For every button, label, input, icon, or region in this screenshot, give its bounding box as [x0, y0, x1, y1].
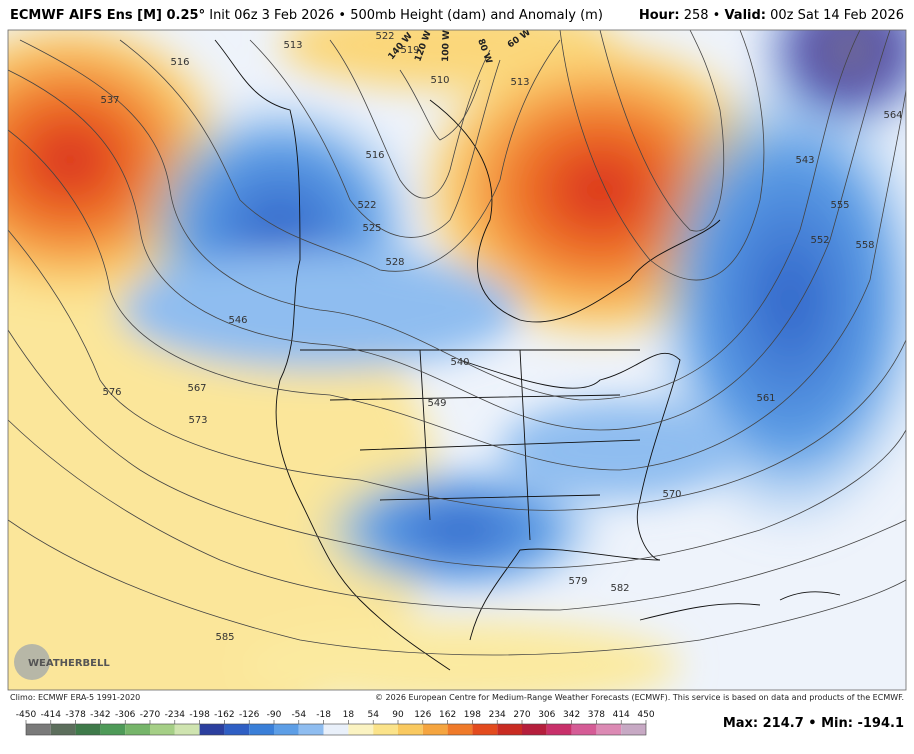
- colorbar-label: -378: [65, 710, 86, 720]
- contours: [8, 30, 906, 656]
- contour-label: 576: [102, 387, 121, 398]
- contour-label: 546: [228, 315, 247, 326]
- colorbar-label: -270: [140, 710, 161, 720]
- colorbar-label: -306: [115, 710, 136, 720]
- colorbar-label: 54: [367, 710, 379, 720]
- colorbar-label: 234: [489, 710, 506, 720]
- contour-label: 528: [385, 257, 404, 268]
- contour-label: 567: [187, 383, 206, 394]
- colorbar-bin: [522, 724, 547, 735]
- contour-label: 510: [430, 75, 449, 86]
- colorbar-label: 162: [439, 710, 456, 720]
- contour-label: 537: [100, 95, 119, 106]
- contour-label: 552: [810, 235, 829, 246]
- colorbar-label: -234: [165, 710, 186, 720]
- colorbar-bin: [174, 724, 200, 735]
- colorbar-bin: [323, 724, 349, 735]
- colorbar-label: -414: [41, 710, 62, 720]
- colorbar-label: 378: [588, 710, 605, 720]
- contour-label: 561: [756, 393, 775, 404]
- contour-label: 570: [662, 489, 681, 500]
- contour-label: 513: [283, 40, 302, 51]
- colorbar-bin: [422, 724, 448, 735]
- logo-text: WEATHERBELL: [28, 658, 110, 669]
- colorbar-bin: [50, 724, 76, 735]
- colorbar-label: 306: [538, 710, 555, 720]
- colorbar-bin: [75, 724, 101, 735]
- colorbar-bin: [150, 724, 175, 735]
- colorbar-label: 270: [513, 710, 530, 720]
- colorbar-label: -342: [90, 710, 110, 720]
- colorbar-label: -90: [267, 710, 282, 720]
- colorbar-label: -198: [189, 710, 210, 720]
- contour-label: 525: [362, 223, 381, 234]
- header-valid: Hour: 258 • Valid: 00z Sat 14 Feb 2026: [639, 8, 904, 23]
- header-title: ECMWF AIFS Ens [M] 0.25° Init 06z 3 Feb …: [10, 8, 603, 23]
- contour-label: 558: [855, 240, 874, 251]
- contour-label: 585: [215, 632, 234, 643]
- colorbar-label: 414: [613, 710, 630, 720]
- colorbar-label: 450: [637, 710, 654, 720]
- contour-label: 513: [510, 77, 529, 88]
- contour-label: 564: [883, 110, 902, 121]
- contour-label: 549: [427, 398, 446, 409]
- colorbar-label: 198: [464, 710, 481, 720]
- colorbar-bin: [621, 724, 646, 735]
- colorbar-bin: [224, 724, 250, 735]
- logo: WEATHERBELL: [14, 644, 110, 680]
- contour-label: 573: [188, 415, 207, 426]
- colorbar-label: 342: [563, 710, 580, 720]
- colorbar-bin: [348, 724, 374, 735]
- contour-label: 555: [830, 200, 849, 211]
- colorbar-bin: [373, 724, 398, 735]
- colorbar-label: -126: [239, 710, 260, 720]
- contour-label: 543: [795, 155, 814, 166]
- contour-label: 519: [400, 45, 419, 56]
- contour-label: 516: [170, 57, 189, 68]
- colorbar-bin: [497, 724, 522, 735]
- colorbar: -450 -414 -378 -342 -306 -270 -234 -198 -162 -126…: [16, 710, 655, 736]
- colorbar-bin: [26, 724, 51, 735]
- colorbar-label: -54: [291, 710, 306, 720]
- contour-label: 540: [450, 357, 469, 368]
- colorbar-label: -450: [16, 710, 37, 720]
- colorbar-label: -162: [214, 710, 234, 720]
- colorbar-bin: [546, 724, 572, 735]
- colorbar-label: 126: [414, 710, 431, 720]
- colorbar-bin: [249, 724, 274, 735]
- meridian-label: 100 W: [441, 30, 452, 62]
- colorbar-bin: [298, 724, 324, 735]
- colorbar-bin: [125, 724, 150, 735]
- colorbar-bin: [596, 724, 622, 735]
- colorbar-frame: [25, 723, 647, 736]
- colorbar-bin: [274, 724, 299, 735]
- colorbar-label: -18: [316, 710, 331, 720]
- contour-label: 522: [375, 31, 394, 42]
- contour-label: 579: [568, 576, 587, 587]
- colorbar-bin: [100, 724, 126, 735]
- colorbar-bin: [447, 724, 473, 735]
- colorbar-bin: [472, 724, 498, 735]
- header: ECMWF AIFS Ens [M] 0.25° Init 06z 3 Feb …: [10, 8, 904, 23]
- colorbar-bin: [398, 724, 423, 735]
- colorbar-label: 18: [343, 710, 355, 720]
- colorbar-bin: [199, 724, 225, 735]
- contour-label: 516: [365, 150, 384, 161]
- colorbar-bin: [571, 724, 597, 735]
- contour-label: 582: [610, 583, 629, 594]
- climo-note: Climo: ECMWF ERA-5 1991-2020: [10, 693, 140, 702]
- max-min: Max: 214.7 • Min: -194.1: [723, 716, 904, 731]
- coastlines: [214, 39, 841, 671]
- colorbar-label: 90: [392, 710, 404, 720]
- copyright: © 2026 European Centre for Medium-Range …: [375, 693, 904, 702]
- contour-labels: 516 537 513 522 519 510 513 516 522 525 …: [100, 31, 902, 643]
- contour-label: 522: [357, 200, 376, 211]
